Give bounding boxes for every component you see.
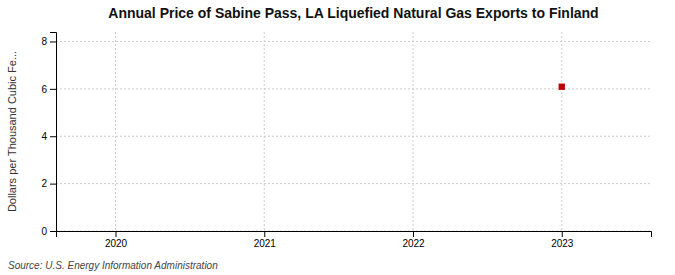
x-axis: 2020 2021 2022 2023 [57,231,652,249]
y-tick-mark [50,89,56,90]
y-tick-label: 2 [41,178,47,189]
y-tick-label: 8 [41,36,47,47]
grid-line-y [56,183,651,184]
y-axis: 0 2 4 6 8 [41,33,56,237]
grid-line-x [413,32,414,231]
x-tick: 2022 [402,231,425,249]
title: Annual Price of Sabine Pass, LA Liquefie… [108,5,598,21]
x-tick: 2023 [551,231,574,249]
y-tick: 6 [41,84,56,95]
y-tick-mark [50,231,56,232]
y-axis-title: Dollars per Thousand Cubic Fe... [6,51,18,212]
point [559,84,565,90]
y-tick-label: 6 [41,84,47,95]
y-tick-mark [50,136,56,137]
grid-line-x [115,32,116,231]
x-tick-label: 2022 [402,238,425,249]
grid [56,32,651,231]
y-tick-label: 0 [41,226,47,237]
y-tick: 2 [41,178,56,189]
grid-line-x [561,32,562,231]
x-tick-label: 2021 [254,238,277,249]
x-tick: 2021 [254,231,277,249]
y-tick-mark [50,184,56,185]
x-tick-mark [116,231,117,237]
y-axis-line [50,33,57,232]
y-tick-mark [50,41,56,42]
y-tick: 8 [41,36,56,47]
annotation: Source: U.S. Energy Information Administ… [8,260,218,271]
points [559,84,565,90]
y-tick: 0 [41,226,56,237]
x-tick-mark [413,231,414,237]
grid-line-x [264,32,265,231]
x-axis-line [57,232,652,238]
x-tick-label: 2020 [105,238,128,249]
y-tick: 4 [41,131,56,142]
x-tick-label: 2023 [551,238,574,249]
plot-area: 2020 2021 2022 2023 0 2 4 6 8 [41,32,651,249]
x-tick: 2020 [105,231,128,249]
chart: 2020 2021 2022 2023 0 2 4 6 8 Annual Price of Sab… [0,0,675,275]
x-tick-mark [264,231,265,237]
y-tick-label: 4 [41,131,47,142]
x-tick-mark [562,231,563,237]
